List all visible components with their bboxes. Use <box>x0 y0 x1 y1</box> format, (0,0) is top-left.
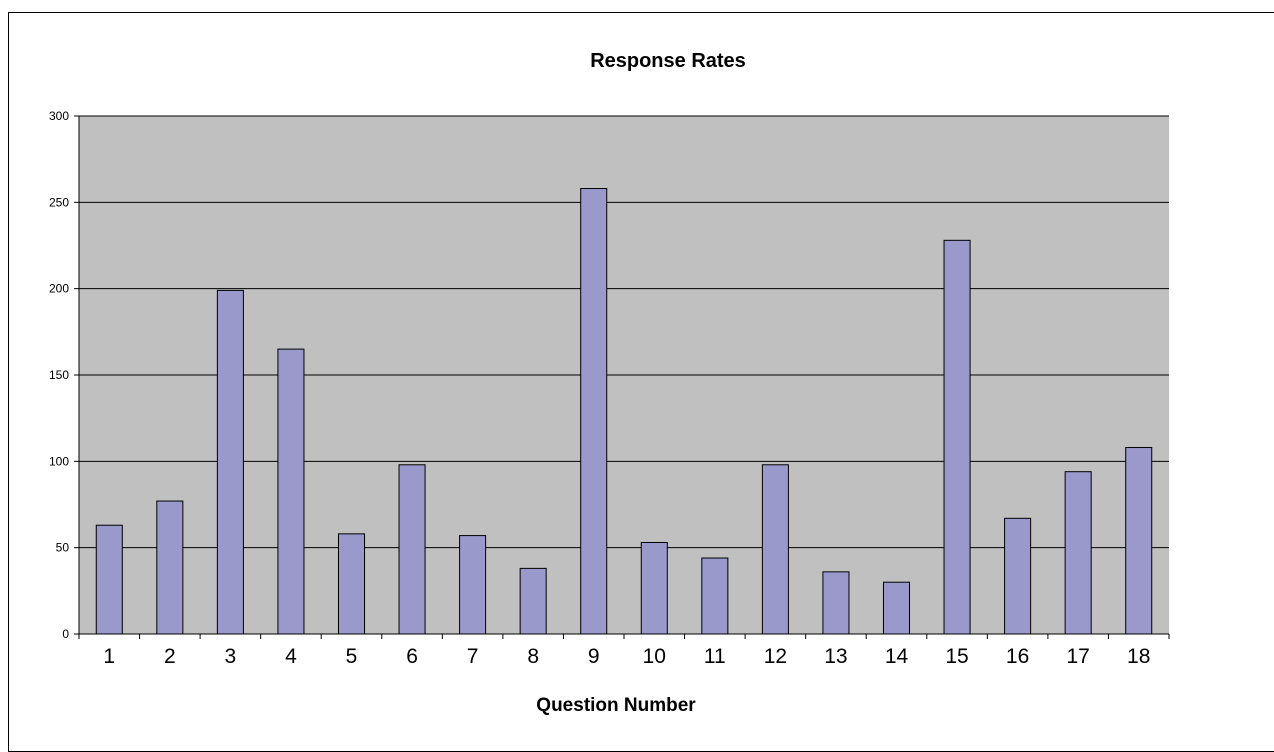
bar <box>822 571 850 635</box>
y-tick-label: 150 <box>49 368 69 382</box>
bar <box>943 239 971 635</box>
bar <box>1004 517 1032 635</box>
bar <box>459 535 487 635</box>
y-tick-label: 300 <box>49 109 69 123</box>
x-tick-label: 7 <box>467 645 479 668</box>
plot-area <box>79 115 1169 634</box>
x-tick-label: 13 <box>824 645 847 668</box>
bar <box>640 541 668 635</box>
x-tick-label: 1 <box>103 645 115 668</box>
x-tick-label: 11 <box>704 645 726 668</box>
bar <box>277 348 305 635</box>
x-tick-label: 16 <box>1006 645 1029 668</box>
x-tick-label: 8 <box>527 645 539 668</box>
x-tick-label: 5 <box>346 645 358 668</box>
bar <box>882 581 911 635</box>
bar <box>1125 447 1153 635</box>
bar <box>156 500 184 635</box>
bars <box>95 188 1153 635</box>
bar <box>519 567 547 635</box>
y-tick-label: 100 <box>49 454 69 468</box>
y-tick-label: 0 <box>62 627 69 641</box>
bar <box>701 557 729 635</box>
y-tick-label: 250 <box>49 195 69 209</box>
y-tick-label: 50 <box>56 541 70 555</box>
y-tick-label: 200 <box>49 282 69 296</box>
x-tick-label: 10 <box>643 645 666 668</box>
x-axis: 1 2 3 4 5 6 7 8 9 10 11 12 13 14 15 16 17 18 <box>78 633 1170 668</box>
x-tick-label: 14 <box>885 645 909 668</box>
bar <box>95 524 123 635</box>
x-tick-label: 17 <box>1066 645 1089 668</box>
x-tick-label: 15 <box>945 645 968 668</box>
bar <box>216 289 244 635</box>
x-tick-label: 18 <box>1127 645 1150 668</box>
x-tick-label: 3 <box>225 645 237 668</box>
bar <box>580 188 608 635</box>
x-tick-label: 12 <box>764 645 787 668</box>
x-tick-label: 2 <box>164 645 176 668</box>
bar <box>1064 471 1092 635</box>
bar <box>761 464 789 635</box>
x-tick-label: 4 <box>285 645 297 668</box>
y-axis: 0 50 100 150 200 250 300 <box>49 109 80 641</box>
chart-title: Response Rates <box>590 50 746 72</box>
x-tick-label: 6 <box>406 645 418 668</box>
x-tick-label: 9 <box>588 645 600 668</box>
bar <box>337 533 366 635</box>
bar <box>398 464 426 635</box>
x-axis-label: Question Number <box>536 695 696 716</box>
